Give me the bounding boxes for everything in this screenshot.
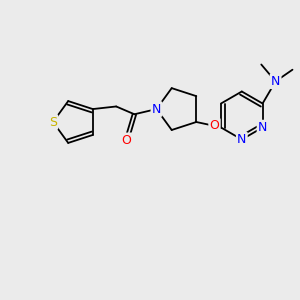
Text: N: N — [271, 75, 280, 88]
Text: S: S — [49, 116, 57, 128]
Text: N: N — [237, 133, 247, 146]
Text: O: O — [210, 119, 219, 132]
Text: N: N — [258, 121, 267, 134]
Text: N: N — [152, 103, 161, 116]
Text: O: O — [122, 134, 131, 147]
